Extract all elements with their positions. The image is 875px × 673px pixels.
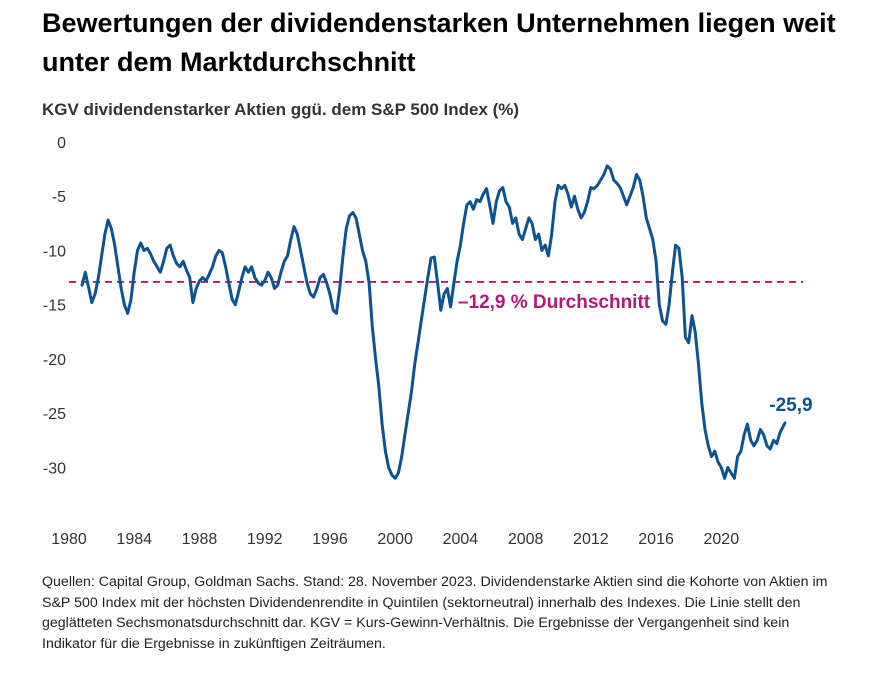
x-tick-label: 1984 — [116, 531, 152, 548]
source-footnote: Quellen: Capital Group, Goldman Sachs. S… — [42, 574, 828, 652]
end-value-label: -25,9 — [769, 395, 812, 416]
x-axis-ticks: 1980 1984 1988 1992 1996 2000 2004 2008 2012 2016… — [51, 531, 739, 548]
x-tick-label: 2020 — [704, 531, 740, 548]
x-tick-label: 1992 — [247, 531, 283, 548]
y-axis-ticks: 0 -5 -10 -15 -20 -25 -30 — [43, 135, 66, 477]
x-tick-label: 1988 — [182, 531, 218, 548]
x-tick-label: 2004 — [443, 531, 479, 548]
x-tick-label: 2000 — [377, 531, 413, 548]
x-tick-label: 2008 — [508, 531, 544, 548]
chart-subtitle: KGV dividendenstarker Aktien ggü. dem S&… — [42, 100, 520, 119]
series-line — [80, 164, 787, 480]
x-tick-label: 2016 — [638, 531, 674, 548]
x-tick-label: 2012 — [573, 531, 609, 548]
y-tick-label: -10 — [43, 243, 66, 260]
y-tick-label: -15 — [43, 298, 66, 315]
line-chart: 0 -5 -10 -15 -20 -25 -30 1980 1984 1988 1992 1996 2… — [43, 135, 813, 548]
average-label: –12,9 % Durchschnitt — [458, 292, 651, 313]
y-tick-label: -30 — [43, 460, 66, 477]
y-tick-label: 0 — [57, 135, 66, 152]
y-tick-label: -5 — [52, 189, 66, 206]
y-tick-label: -20 — [43, 352, 66, 369]
y-tick-label: -25 — [43, 406, 66, 423]
chart-title: Bewertungen der dividendenstarken Untern… — [42, 8, 836, 77]
x-tick-label: 1996 — [312, 531, 348, 548]
x-tick-label: 1980 — [51, 531, 87, 548]
